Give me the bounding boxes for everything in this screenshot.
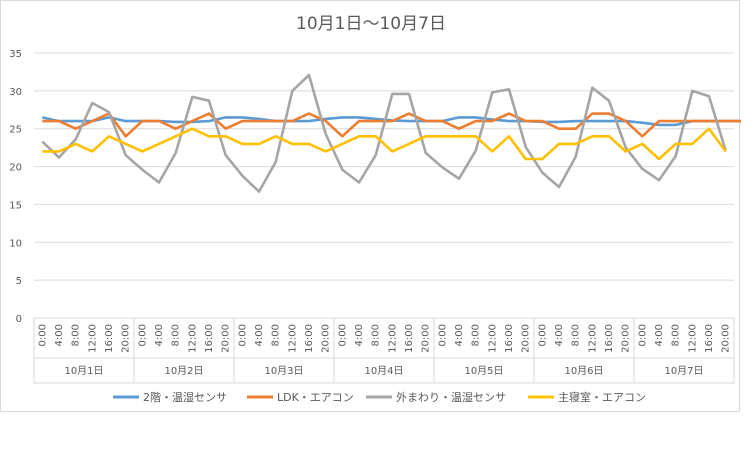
hour-tick-label: 8:00	[171, 324, 182, 346]
hour-tick-label: 20:00	[521, 324, 532, 353]
hour-tick-label: 16:00	[704, 324, 715, 353]
hour-tick-label: 4:00	[154, 324, 165, 346]
hour-tick-label: 12:00	[687, 324, 698, 353]
hour-tick-label: 16:00	[204, 324, 215, 353]
hour-tick-label: 20:00	[121, 324, 132, 353]
hour-tick-label: 20:00	[221, 324, 232, 353]
hour-tick-label: 8:00	[671, 324, 682, 346]
day-label: 10月1日	[64, 365, 103, 377]
hour-tick-label: 12:00	[187, 324, 198, 353]
hour-tick-label: 8:00	[371, 324, 382, 346]
day-label: 10月2日	[164, 365, 203, 377]
hour-tick-label: 20:00	[421, 324, 432, 353]
y-tick-label: 15	[9, 200, 22, 211]
hour-tick-label: 0:00	[337, 324, 348, 346]
hour-tick-label: 0:00	[137, 324, 148, 346]
y-tick-label: 0	[16, 314, 22, 325]
hour-tick-label: 16:00	[504, 324, 515, 353]
day-label: 10月7日	[664, 365, 703, 377]
hour-tick-label: 4:00	[254, 324, 265, 346]
hour-tick-label: 8:00	[471, 324, 482, 346]
day-label: 10月6日	[564, 365, 603, 377]
hour-tick-label: 12:00	[287, 324, 298, 353]
day-label: 10月4日	[364, 365, 403, 377]
hour-tick-label: 20:00	[621, 324, 632, 353]
hour-tick-label: 16:00	[104, 324, 115, 353]
hour-tick-label: 20:00	[721, 324, 732, 353]
day-label: 10月3日	[264, 365, 303, 377]
y-tick-label: 5	[16, 276, 22, 287]
hour-tick-label: 20:00	[321, 324, 332, 353]
hour-tick-label: 0:00	[437, 324, 448, 346]
hour-tick-label: 4:00	[454, 324, 465, 346]
hour-tick-label: 4:00	[554, 324, 565, 346]
series-line	[42, 127, 727, 161]
hour-tick-label: 12:00	[387, 324, 398, 353]
hour-tick-label: 4:00	[654, 324, 665, 346]
hour-tick-label: 0:00	[637, 324, 648, 346]
legend-label: LDK・エアコン	[277, 391, 354, 404]
legend-label: 主寝室・エアコン	[558, 390, 646, 404]
chart-title: 10月1日～10月7日	[296, 14, 446, 34]
hour-tick-label: 0:00	[237, 324, 248, 346]
hour-tick-label: 4:00	[354, 324, 365, 346]
y-tick-label: 30	[9, 87, 22, 98]
y-tick-label: 20	[9, 163, 22, 174]
hour-tick-label: 0:00	[537, 324, 548, 346]
chart-area: 10月1日～10月7日 0 5 10 15 20 25 30 35 10月1日 0:00 4:00 8…	[0, 0, 741, 412]
hour-tick-label: 4:00	[54, 324, 65, 346]
hour-tick-label: 16:00	[404, 324, 415, 353]
hour-tick-label: 8:00	[271, 324, 282, 346]
hour-tick-label: 16:00	[304, 324, 315, 353]
hour-tick-label: 12:00	[587, 324, 598, 353]
series-line	[42, 112, 741, 138]
y-tick-label: 35	[9, 49, 22, 60]
hour-tick-label: 8:00	[71, 324, 82, 346]
series-line	[41, 73, 727, 193]
hour-tick-label: 12:00	[87, 324, 98, 353]
hour-tick-label: 8:00	[571, 324, 582, 346]
y-tick-label: 10	[9, 238, 22, 249]
day-label: 10月5日	[464, 365, 503, 377]
hour-tick-label: 12:00	[487, 324, 498, 353]
y-tick-label: 25	[9, 125, 22, 136]
legend-label: 2階・温湿センサ	[143, 390, 227, 404]
hour-tick-label: 16:00	[604, 324, 615, 353]
legend-label: 外まわり・温湿センサ	[396, 391, 506, 404]
hour-tick-label: 0:00	[37, 324, 48, 346]
line-chart: 10月1日～10月7日 0 5 10 15 20 25 30 35 10月1日 0:00 4:00 8…	[9, 14, 741, 404]
